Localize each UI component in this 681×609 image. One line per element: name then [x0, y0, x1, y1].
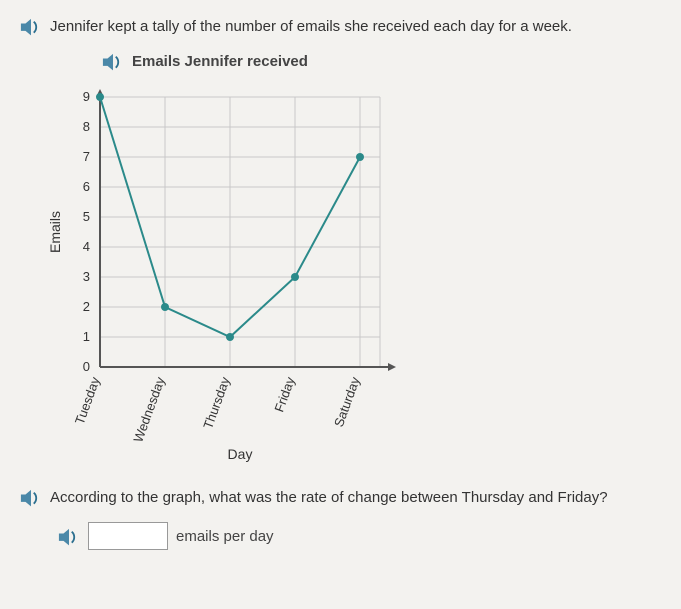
chart-title: Emails Jennifer received: [132, 53, 308, 70]
line-chart: 0123456789TuesdayWednesdayThursdayFriday…: [40, 87, 400, 467]
svg-text:0: 0: [83, 359, 90, 374]
answer-unit-label: emails per day: [176, 528, 274, 545]
question-row-2: According to the graph, what was the rat…: [20, 487, 661, 508]
question-2-text: According to the graph, what was the rat…: [50, 487, 608, 508]
svg-text:6: 6: [83, 179, 90, 194]
svg-text:5: 5: [83, 209, 90, 224]
svg-text:2: 2: [83, 299, 90, 314]
svg-text:7: 7: [83, 149, 90, 164]
speaker-icon[interactable]: [102, 53, 124, 71]
chart-svg: 0123456789TuesdayWednesdayThursdayFriday…: [40, 87, 400, 467]
speaker-icon[interactable]: [58, 528, 80, 546]
answer-input[interactable]: [88, 522, 168, 550]
svg-text:Day: Day: [228, 446, 253, 462]
question-1-text: Jennifer kept a tally of the number of e…: [50, 16, 572, 37]
svg-text:8: 8: [83, 119, 90, 134]
svg-text:Emails: Emails: [47, 211, 63, 253]
svg-text:9: 9: [83, 89, 90, 104]
speaker-icon[interactable]: [20, 489, 42, 507]
speaker-icon[interactable]: [20, 18, 42, 36]
chart-title-row: Emails Jennifer received: [102, 51, 661, 71]
svg-text:4: 4: [83, 239, 90, 254]
svg-text:1: 1: [83, 329, 90, 344]
svg-text:3: 3: [83, 269, 90, 284]
answer-row: emails per day: [58, 522, 661, 550]
question-row-1: Jennifer kept a tally of the number of e…: [20, 16, 661, 37]
